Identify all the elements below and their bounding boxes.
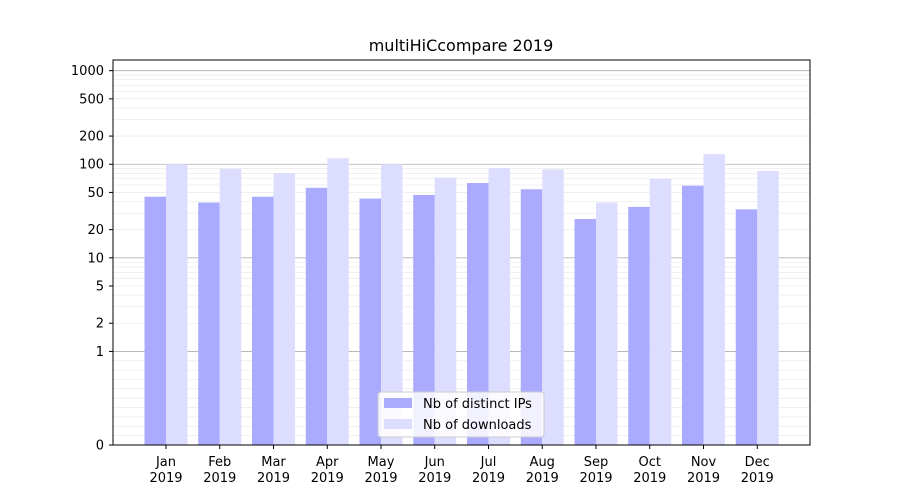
bar-distinct-ips bbox=[574, 218, 596, 445]
y-tick-label: 1 bbox=[96, 345, 104, 360]
x-tick-label-month: Jun bbox=[424, 455, 445, 470]
x-tick-label-year: 2019 bbox=[203, 471, 236, 486]
x-tick-label-month: Nov bbox=[691, 455, 717, 470]
y-axis: 0 1 2 5 10 20 50 100 200 500 1000 bbox=[71, 64, 113, 454]
bar-downloads bbox=[649, 178, 672, 446]
bar-distinct-ips bbox=[735, 209, 758, 445]
bar-downloads bbox=[381, 164, 403, 445]
y-tick-label: 1000 bbox=[71, 64, 104, 79]
x-tick-label-year: 2019 bbox=[472, 471, 505, 486]
x-tick-label-year: 2019 bbox=[149, 471, 182, 486]
bars bbox=[144, 154, 779, 446]
x-tick-label-year: 2019 bbox=[526, 471, 559, 486]
bar-distinct-ips bbox=[305, 187, 328, 445]
bar-downloads bbox=[327, 158, 349, 446]
x-tick-label-year: 2019 bbox=[633, 471, 666, 486]
x-tick-label-month: Oct bbox=[639, 455, 661, 470]
x-tick-label-month: May bbox=[368, 455, 395, 470]
bar-distinct-ips bbox=[359, 198, 381, 445]
y-tick-label: 200 bbox=[79, 130, 104, 145]
bar-distinct-ips bbox=[252, 196, 274, 445]
x-tick-label-year: 2019 bbox=[687, 471, 720, 486]
x-tick-label-year: 2019 bbox=[418, 471, 451, 486]
plot-frame bbox=[112, 59, 811, 446]
y-tick-label: 50 bbox=[87, 186, 104, 201]
x-tick-label-year: 2019 bbox=[579, 471, 612, 486]
bar-downloads bbox=[166, 164, 188, 445]
bar-downloads bbox=[757, 170, 779, 446]
legend-frame bbox=[377, 391, 545, 438]
bar-downloads bbox=[273, 173, 295, 445]
x-tick-label-month: Apr bbox=[316, 455, 339, 470]
y-tick-label: 10 bbox=[87, 251, 104, 266]
bar-downloads bbox=[219, 168, 242, 445]
bar-downloads bbox=[542, 169, 564, 446]
bar-downloads bbox=[488, 168, 510, 445]
x-tick-label-year: 2019 bbox=[257, 471, 290, 486]
x-tick-label-year: 2019 bbox=[311, 471, 344, 486]
bar-distinct-ips bbox=[682, 185, 704, 446]
bar-distinct-ips bbox=[467, 183, 489, 446]
y-tick-label: 5 bbox=[96, 280, 104, 295]
legend-label-distinct-ips: Nb of distinct IPs bbox=[423, 397, 532, 412]
x-tick-label-month: Sep bbox=[584, 455, 609, 470]
x-tick-label-month: Jul bbox=[480, 455, 497, 470]
bar-distinct-ips bbox=[144, 196, 166, 445]
bar-distinct-ips bbox=[628, 206, 650, 445]
x-tick-label-month: Jan bbox=[155, 455, 176, 470]
bar-distinct-ips bbox=[198, 202, 220, 445]
bar-downloads bbox=[596, 202, 618, 445]
x-tick-label-month: Feb bbox=[208, 455, 231, 470]
legend: Nb of distinct IPs Nb of downloads bbox=[377, 391, 545, 438]
bar-distinct-ips bbox=[520, 189, 543, 445]
x-axis: Jan2019Feb2019Mar2019Apr2019May2019Jun20… bbox=[149, 445, 774, 486]
y-tick-label: 0 bbox=[96, 439, 104, 454]
y-tick-label: 20 bbox=[87, 223, 104, 238]
legend-swatch-downloads bbox=[384, 419, 412, 429]
x-tick-label-month: Dec bbox=[745, 455, 770, 470]
x-tick-label-year: 2019 bbox=[364, 471, 397, 486]
y-tick-label: 100 bbox=[79, 158, 104, 173]
x-tick-label-month: Mar bbox=[261, 455, 286, 470]
bar-downloads bbox=[434, 177, 457, 446]
x-tick-label-month: Aug bbox=[530, 455, 555, 470]
legend-label-downloads: Nb of downloads bbox=[423, 418, 532, 433]
y-tick-label: 500 bbox=[79, 92, 104, 107]
bar-downloads bbox=[703, 154, 725, 446]
chart-title: multiHiCcompare 2019 bbox=[369, 36, 554, 55]
legend-swatch-distinct-ips bbox=[384, 398, 412, 408]
x-tick-label-year: 2019 bbox=[741, 471, 774, 486]
bar-distinct-ips bbox=[413, 194, 435, 445]
y-tick-label: 2 bbox=[96, 317, 104, 332]
